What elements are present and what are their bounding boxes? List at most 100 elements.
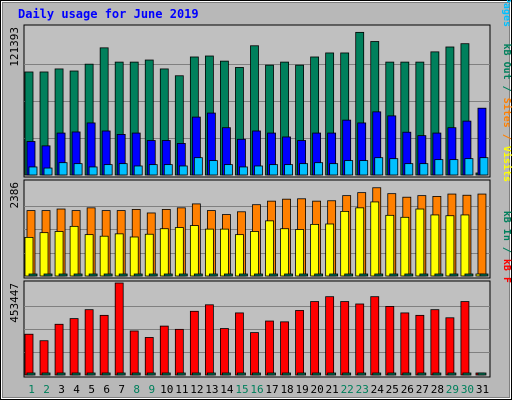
legend-text: / <box>501 128 512 146</box>
x-tick-day-3: 3 <box>58 383 65 396</box>
bar-kb_out-day-2 <box>43 273 53 277</box>
x-tick-day-24: 24 <box>371 383 385 396</box>
bar-pages-day-6 <box>103 164 113 176</box>
bar-kb_out-day-13 <box>208 273 218 277</box>
bar-kb_out-day-4 <box>73 273 83 277</box>
bar-kb_f-day-30 <box>460 301 470 376</box>
bar-visits-day-19 <box>295 229 304 277</box>
bar-pages-day-2 <box>43 167 53 176</box>
bar-kb_in-day-21 <box>327 372 337 376</box>
x-tick-day-6: 6 <box>103 383 110 396</box>
x-tick-day-15: 15 <box>235 383 248 396</box>
bar-kb_in-day-24 <box>372 372 382 376</box>
bar-kb_out-day-10 <box>163 273 173 277</box>
bar-kb_in-day-2 <box>41 372 51 376</box>
x-tick-day-23: 23 <box>356 383 369 396</box>
x-tick-day-11: 11 <box>175 383 188 396</box>
bar-pages-day-30 <box>464 158 474 176</box>
x-tick-day-1: 1 <box>28 383 35 396</box>
bar-pages-day-11 <box>178 165 188 176</box>
bar-kb_in-day-31 <box>477 372 487 376</box>
bar-pages-day-13 <box>208 160 218 176</box>
x-tick-day-16: 16 <box>250 383 263 396</box>
x-axis-day-labels: 1 2 3 4 5 6 7 8 9 10 11 12 13 14 15 16 17 18 19 20 21 22 23 24 2… <box>28 383 489 396</box>
bar-kb_out-day-23 <box>359 273 369 277</box>
bar-sites-day-31 <box>477 193 487 277</box>
bar-kb_in-day-13 <box>206 372 216 376</box>
bar-kb_in-day-20 <box>312 372 322 376</box>
bar-kb_out-day-5 <box>88 273 98 277</box>
bar-visits-day-29 <box>445 215 455 277</box>
bar-pages-day-21 <box>329 163 339 176</box>
bar-visits-day-12 <box>189 225 199 277</box>
bar-kb_in-day-10 <box>161 372 171 376</box>
bar-kb_out-day-7 <box>118 273 128 277</box>
bar-kb_out-day-30 <box>464 273 474 277</box>
bar-kb_out-day-25 <box>389 273 399 277</box>
legend-text: Visits <box>501 146 512 182</box>
bar-visits-day-5 <box>84 234 94 277</box>
bar-pages-day-16 <box>254 165 263 176</box>
x-tick-day-13: 13 <box>205 383 218 396</box>
bar-visits-day-26 <box>400 216 410 277</box>
bar-kb_in-day-28 <box>432 372 442 376</box>
bar-visits-day-27 <box>415 208 425 277</box>
bar-kb_f-day-29 <box>445 317 455 376</box>
bar-kb_f-day-27 <box>415 314 425 376</box>
bar-kb_out-day-21 <box>329 273 339 277</box>
panel-visits-sites-kb-out: 2386 kB Out / Sites / Visits <box>8 44 512 279</box>
bar-kb_out-day-18 <box>284 273 293 277</box>
bar-pages-day-5 <box>88 166 98 176</box>
bar-kb_out-day-6 <box>103 273 113 277</box>
bar-visits-day-10 <box>159 228 169 277</box>
legend-text: Sites <box>501 98 512 128</box>
legend-text: / <box>501 241 512 259</box>
bar-kb_out-day-24 <box>374 273 384 277</box>
x-tick-day-19: 19 <box>295 383 308 396</box>
bar-visits-day-22 <box>340 210 350 277</box>
bar-kb_in-day-4 <box>71 372 81 376</box>
bar-visits-day-3 <box>54 231 64 277</box>
bar-kb_out-day-26 <box>404 273 414 277</box>
bar-pages-day-9 <box>148 164 158 176</box>
bar-kb_out-day-9 <box>148 273 158 277</box>
bar-kb_f-day-24 <box>370 296 380 376</box>
bar-kb_in-day-30 <box>462 372 472 376</box>
bar-kb_f-day-11 <box>174 328 184 376</box>
bar-kb_in-day-9 <box>146 372 156 376</box>
bar-visits-day-8 <box>129 236 139 277</box>
bar-pages-day-12 <box>193 157 203 176</box>
bar-visits-day-20 <box>310 223 320 277</box>
bar-kb_in-day-27 <box>417 372 427 376</box>
panel-legend: kB Out / Sites / Visits <box>501 44 512 182</box>
bar-kb_f-day-28 <box>430 309 440 376</box>
bar-kb_in-day-1 <box>26 372 36 376</box>
x-tick-day-12: 12 <box>190 383 203 396</box>
x-tick-day-10: 10 <box>160 383 173 396</box>
x-tick-day-14: 14 <box>220 383 234 396</box>
bar-kb_in-day-6 <box>101 372 111 376</box>
bar-kb_out-day-3 <box>58 273 68 277</box>
bar-visits-day-23 <box>355 207 365 277</box>
bar-visits-day-21 <box>325 223 335 277</box>
bar-kb_out-day-22 <box>344 273 354 277</box>
x-tick-day-5: 5 <box>88 383 95 396</box>
bar-pages-day-17 <box>269 164 278 176</box>
bar-kb_out-day-19 <box>299 273 308 277</box>
x-tick-day-27: 27 <box>416 383 429 396</box>
panel-kb-in-files: 453447 kB In / kB F <box>8 211 512 378</box>
bar-kb_in-day-11 <box>176 372 186 376</box>
axis-max-label: 121393 <box>8 27 21 67</box>
legend-text: / <box>501 80 512 98</box>
x-tick-day-4: 4 <box>73 383 80 396</box>
bar-visits-day-4 <box>69 225 79 277</box>
bar-kb_out-day-16 <box>254 273 263 277</box>
bar-pages-day-20 <box>314 162 324 176</box>
bar-kb_f-day-7 <box>114 282 124 376</box>
bar-kb_f-day-2 <box>39 340 49 376</box>
bar-kb_f-day-26 <box>400 312 410 376</box>
bar-kb_out-day-14 <box>224 273 233 277</box>
bar-kb_out-day-31 <box>479 273 489 277</box>
bar-kb_out-day-12 <box>193 273 203 277</box>
bar-kb_f-day-8 <box>129 330 139 376</box>
